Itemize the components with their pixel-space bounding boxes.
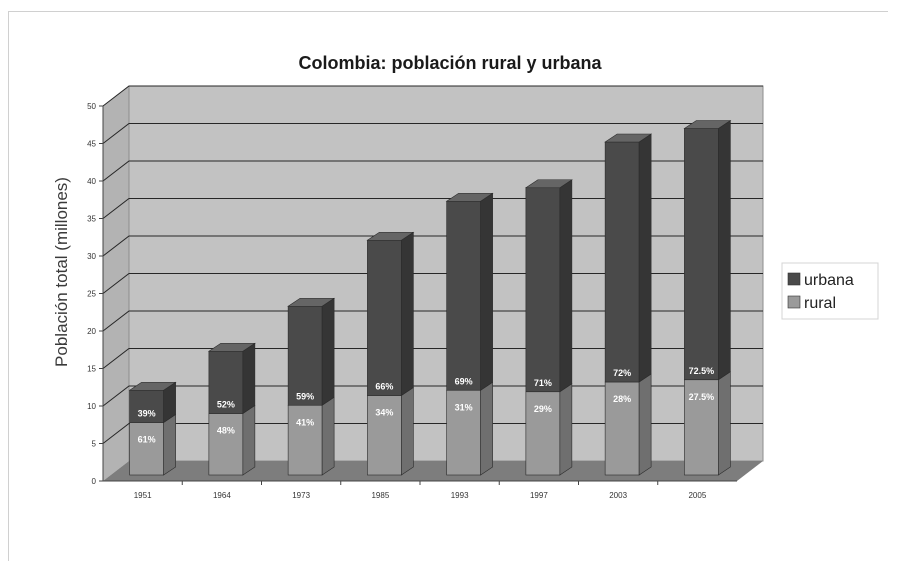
bar-top	[445, 192, 494, 202]
bar-side-rural	[242, 404, 256, 476]
bar-rural	[604, 381, 640, 476]
bar-urbana	[129, 389, 164, 423]
bar-side-urbana	[638, 133, 652, 383]
data-label-urbana: 59%	[296, 391, 314, 401]
bar-side-rural	[321, 396, 335, 476]
legend-label-rural: rural	[804, 295, 836, 312]
y-tick-label: 15	[87, 365, 96, 374]
bar-side-rural	[401, 386, 414, 476]
bar-urbana	[287, 305, 323, 406]
bar-side-urbana	[718, 119, 731, 381]
bar-top	[366, 231, 415, 241]
bar-rural	[525, 391, 561, 476]
gridline	[102, 85, 763, 107]
bar-side-urbana	[480, 192, 493, 391]
x-tick-label: 1997	[530, 491, 548, 500]
bar-urbana	[446, 200, 481, 391]
y-tick-label: 50	[87, 102, 96, 111]
data-label-urbana: 72.5%	[689, 366, 715, 376]
bar-top	[604, 133, 653, 143]
y-tick-label: 20	[87, 327, 96, 336]
data-label-urbana: 69%	[455, 376, 473, 386]
bar-top	[287, 297, 336, 307]
bar-rural	[287, 404, 323, 476]
data-label-urbana: 52%	[217, 400, 235, 410]
legend: urbana rural	[781, 262, 879, 320]
y-tick-label: 30	[87, 252, 96, 261]
bar-top	[128, 381, 177, 391]
y-tick-label: 25	[87, 290, 96, 299]
data-label-rural: 28%	[613, 394, 631, 404]
data-label-urbana: 66%	[375, 382, 393, 392]
data-label-rural: 61%	[138, 435, 156, 445]
bar-urbana	[684, 128, 719, 381]
x-tick-label: 2003	[609, 491, 627, 500]
legend-label-urbana: urbana	[804, 272, 854, 289]
data-label-rural: 29%	[534, 404, 552, 414]
bar-side-rural	[559, 383, 573, 476]
x-tick-label: 1951	[134, 491, 152, 500]
bar-top	[683, 120, 732, 129]
bar-urbana	[208, 350, 244, 414]
data-label-rural: 31%	[455, 402, 473, 412]
x-tick-label: 1964	[213, 491, 231, 500]
chart-title: Colombia: población rural y urbana	[298, 53, 602, 73]
bar-side-urbana	[401, 231, 414, 397]
legend-box	[781, 262, 879, 320]
data-label-rural: 34%	[375, 408, 393, 418]
legend-swatch-rural	[787, 295, 801, 309]
legend-swatch-urbana	[787, 272, 801, 286]
y-tick-label: 10	[87, 402, 96, 411]
y-tick-label: 35	[87, 215, 96, 224]
plot-area: 0 5 10 15 20 25 30 35 40 45 50 61% 39% 1951 48% 52% 1964…	[87, 85, 764, 500]
x-tick-label: 1993	[451, 491, 469, 500]
chart-frame	[8, 11, 888, 561]
bar-urbana	[367, 239, 402, 396]
floor	[103, 461, 763, 481]
data-label-urbana: 39%	[138, 409, 156, 419]
bar-side-rural	[718, 371, 731, 476]
bar-rural	[129, 422, 164, 476]
bar-rural	[684, 379, 719, 476]
y-tick-label: 40	[87, 177, 96, 186]
data-label-urbana: 71%	[534, 378, 552, 388]
x-tick-label: 2005	[688, 491, 706, 500]
bar-rural	[446, 389, 481, 476]
data-label-urbana: 72%	[613, 368, 631, 378]
bar-urbana	[525, 187, 561, 393]
bar-side-rural	[163, 413, 176, 476]
bar-side-urbana	[321, 297, 335, 406]
bar-rural	[367, 395, 402, 476]
bar-side-rural	[638, 373, 652, 476]
gridline	[102, 160, 763, 182]
y-tick-label: 5	[92, 440, 97, 449]
y-tick-label: 0	[92, 477, 97, 486]
data-label-rural: 27.5%	[689, 392, 715, 402]
bar-top	[524, 179, 573, 189]
y-tick-label: 45	[87, 140, 96, 149]
data-label-rural: 41%	[296, 417, 314, 427]
bar-side-urbana	[559, 179, 573, 393]
data-label-rural: 48%	[217, 426, 235, 436]
bar-side-rural	[480, 381, 493, 476]
y-axis-label: Población total (millones)	[52, 177, 71, 367]
x-tick-label: 1973	[292, 491, 310, 500]
bar-rural	[208, 413, 244, 476]
bar-urbana	[604, 141, 640, 383]
gridline	[102, 123, 763, 144]
x-tick-label: 1985	[371, 491, 389, 500]
bar-top	[207, 342, 256, 352]
bar-side-urbana	[242, 342, 256, 415]
